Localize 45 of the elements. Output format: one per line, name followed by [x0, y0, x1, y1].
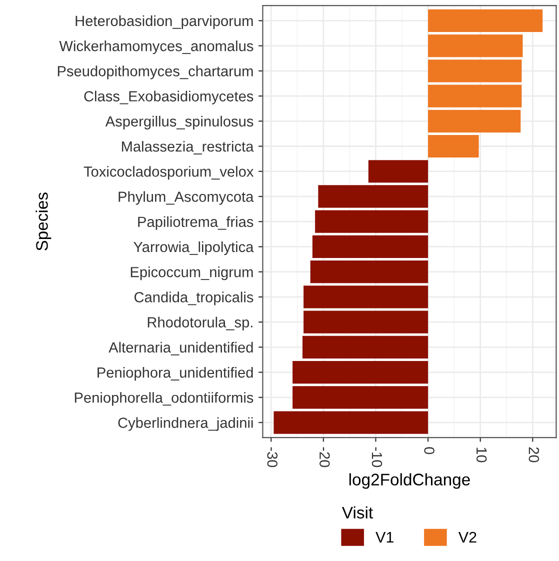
x-tick-label: 10 [476, 448, 487, 462]
bar [368, 160, 428, 183]
bar [304, 286, 428, 308]
y-tick-label: Peniophora_unidentified [98, 367, 253, 381]
bar [428, 110, 521, 132]
y-tick-label: Epicoccum_nigrum [130, 266, 253, 280]
bar [315, 210, 428, 233]
bar [304, 310, 428, 334]
y-tick-label: Aspergillus_spinulosus [105, 116, 254, 130]
y-tick-label: Cyberlindnera_jadinii [118, 417, 253, 431]
legend-label: V2 [458, 532, 476, 543]
bar [312, 235, 428, 258]
bar [428, 84, 522, 108]
y-tick-label: Peniophorella_odontiiformis [74, 392, 254, 406]
x-axis-title: log2FoldChange [349, 473, 470, 489]
bar [310, 260, 428, 284]
y-axis-title: Species [36, 192, 52, 250]
bar [274, 411, 428, 434]
x-tick-label: -30 [267, 447, 278, 468]
y-tick-label: Candida_tropicalis [134, 292, 254, 306]
legend-label: V1 [376, 532, 394, 543]
bar [318, 185, 428, 208]
bar [428, 134, 479, 158]
x-tick-label: -20 [320, 447, 330, 468]
y-tick-label: Phylum_Ascomycota [118, 191, 254, 205]
bar [292, 386, 428, 409]
y-tick-label: Papiliotrema_frias [138, 216, 254, 230]
bar [428, 9, 543, 32]
x-tick-label: -10 [372, 447, 382, 468]
y-tick-label: Rhodotorula_sp. [148, 316, 252, 330]
bar [292, 360, 428, 384]
y-tick-label: Yarrowia_lipolytica [134, 241, 254, 256]
y-tick-label: Malassezia_restricta [122, 140, 254, 154]
bar [302, 336, 428, 358]
y-tick-label: Pseudopithomyces_chartarum [58, 66, 253, 80]
y-tick-label: Alternaria_unidentified [108, 342, 253, 356]
y-tick-label: Toxicocladosporium_velox [84, 166, 254, 180]
bar [428, 34, 523, 58]
bar [428, 60, 522, 82]
y-tick-label: Wickerhamomyces_anomalus [59, 40, 254, 54]
x-tick-label: 0 [424, 447, 434, 454]
legend-title: Visit [342, 506, 373, 519]
y-tick-label: Class_Exobasidiomycetes [84, 90, 254, 104]
x-tick-label: 20 [528, 447, 540, 462]
y-tick-label: Heterobasidion_parviporum [76, 15, 253, 29]
